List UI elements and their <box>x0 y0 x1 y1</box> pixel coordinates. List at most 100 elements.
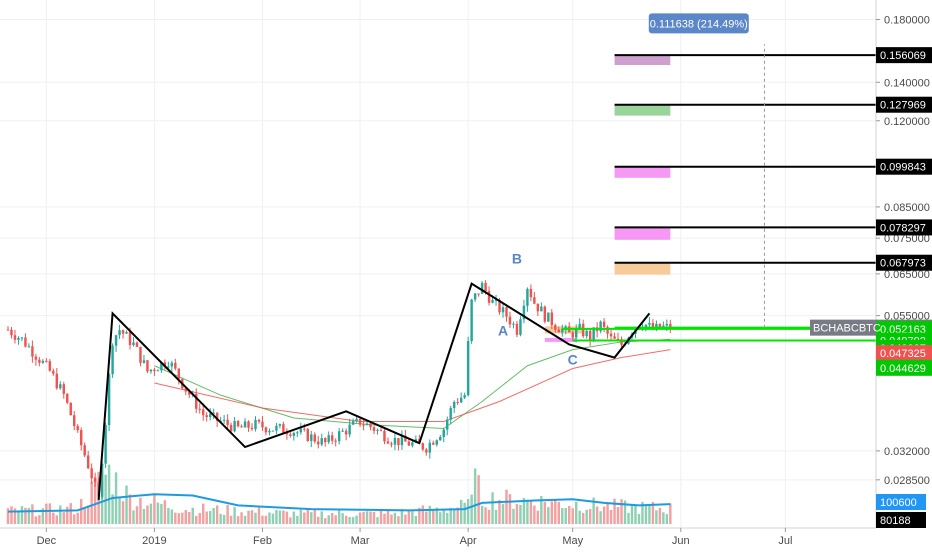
price-tick-label: 0.065000 <box>884 269 930 281</box>
volume-bar <box>620 499 623 524</box>
candle-body <box>73 415 76 427</box>
candle-body <box>79 430 83 446</box>
volume-bar <box>229 515 233 524</box>
volume-bar <box>376 517 379 524</box>
candle-body <box>473 293 477 300</box>
time-tick-label: Jun <box>672 535 690 547</box>
candle-body <box>386 441 390 444</box>
volume-bar <box>27 507 31 524</box>
price-tick-label: 0.028500 <box>884 475 930 487</box>
volume-bar <box>90 481 93 524</box>
volume-bar <box>139 497 142 524</box>
candle-body <box>45 360 48 362</box>
candle-body <box>581 323 585 337</box>
price-zone <box>614 55 671 66</box>
volume-bar <box>648 504 651 524</box>
volume-bar <box>66 506 69 524</box>
volume-bar <box>250 510 254 524</box>
candle-body <box>578 323 581 329</box>
volume-bar <box>45 503 48 524</box>
candle-body <box>564 326 567 329</box>
price-level-badge <box>876 345 932 362</box>
volume-bar <box>512 508 515 524</box>
volume-bar <box>655 510 658 524</box>
candle-body <box>90 468 93 479</box>
volume-bar <box>118 497 121 524</box>
volume-bar <box>637 514 641 524</box>
volume-bar <box>494 509 498 524</box>
volume-bar <box>658 507 662 524</box>
candle-body <box>665 323 669 326</box>
volume-bar <box>17 512 20 524</box>
candle-body <box>390 443 393 445</box>
candle-body <box>533 297 536 304</box>
volume-bar <box>480 505 484 524</box>
volume-bar <box>299 509 303 524</box>
volume-bar <box>411 511 414 524</box>
symbol-tag <box>810 319 876 336</box>
volume-bar <box>76 512 79 524</box>
volume-bar <box>208 511 212 524</box>
volume-bar <box>599 511 602 524</box>
candle-body <box>435 440 438 445</box>
candle-body <box>264 427 268 433</box>
volume-bar <box>372 511 376 524</box>
volume-bar <box>459 499 463 524</box>
price-level-badge <box>876 254 932 271</box>
candle-body <box>494 299 498 301</box>
volume-bar <box>289 517 292 524</box>
volume-bar <box>623 500 627 524</box>
candle-body <box>27 346 31 348</box>
candle-body <box>526 288 529 306</box>
volume-bar <box>160 503 163 524</box>
volume-bar <box>156 502 160 524</box>
candle-body <box>149 369 153 372</box>
volume-bar <box>188 511 191 524</box>
candle-body <box>421 443 425 450</box>
candle-body <box>20 337 24 339</box>
candle-body <box>463 395 466 398</box>
volume-bar <box>233 507 236 524</box>
candle-body <box>550 312 554 326</box>
volume-bar <box>303 512 306 524</box>
volume-bar <box>491 492 494 524</box>
candle-body <box>362 424 365 426</box>
candle-body <box>128 332 132 346</box>
candle-body <box>254 419 257 430</box>
volume-bar <box>236 516 240 524</box>
volume-bar <box>536 510 540 524</box>
candle-body <box>540 306 543 312</box>
price-tick-label: 0.055000 <box>884 311 930 323</box>
volume-bar <box>201 503 205 524</box>
volume-bar <box>55 515 59 524</box>
candle-body <box>215 412 219 421</box>
price-level-badge <box>876 47 932 64</box>
candle-body <box>651 323 655 330</box>
candle-body <box>289 434 292 436</box>
volume-bar <box>62 512 65 524</box>
volume-bar <box>641 501 644 524</box>
candle-body <box>17 338 20 340</box>
candle-body <box>480 282 484 294</box>
volume-bar <box>487 509 491 524</box>
candle-body <box>41 360 45 363</box>
candle-body <box>268 430 271 433</box>
candle-body <box>226 419 229 425</box>
volume-bar <box>470 494 473 524</box>
candle-body <box>348 424 351 435</box>
volume-bar <box>400 509 404 524</box>
volume-bar <box>473 468 477 524</box>
volume-bar <box>442 509 445 524</box>
candle-body <box>616 338 620 340</box>
price-tick-label: 0.140000 <box>884 77 930 89</box>
volume-bar <box>344 515 348 524</box>
candle-body <box>10 329 13 336</box>
grid-layer <box>0 0 876 528</box>
candle-body <box>355 418 358 422</box>
volume-bar <box>132 510 135 524</box>
candle-body <box>515 323 519 335</box>
candle-body <box>609 333 613 337</box>
volume-bar <box>86 505 90 524</box>
volume-bar <box>449 508 452 524</box>
